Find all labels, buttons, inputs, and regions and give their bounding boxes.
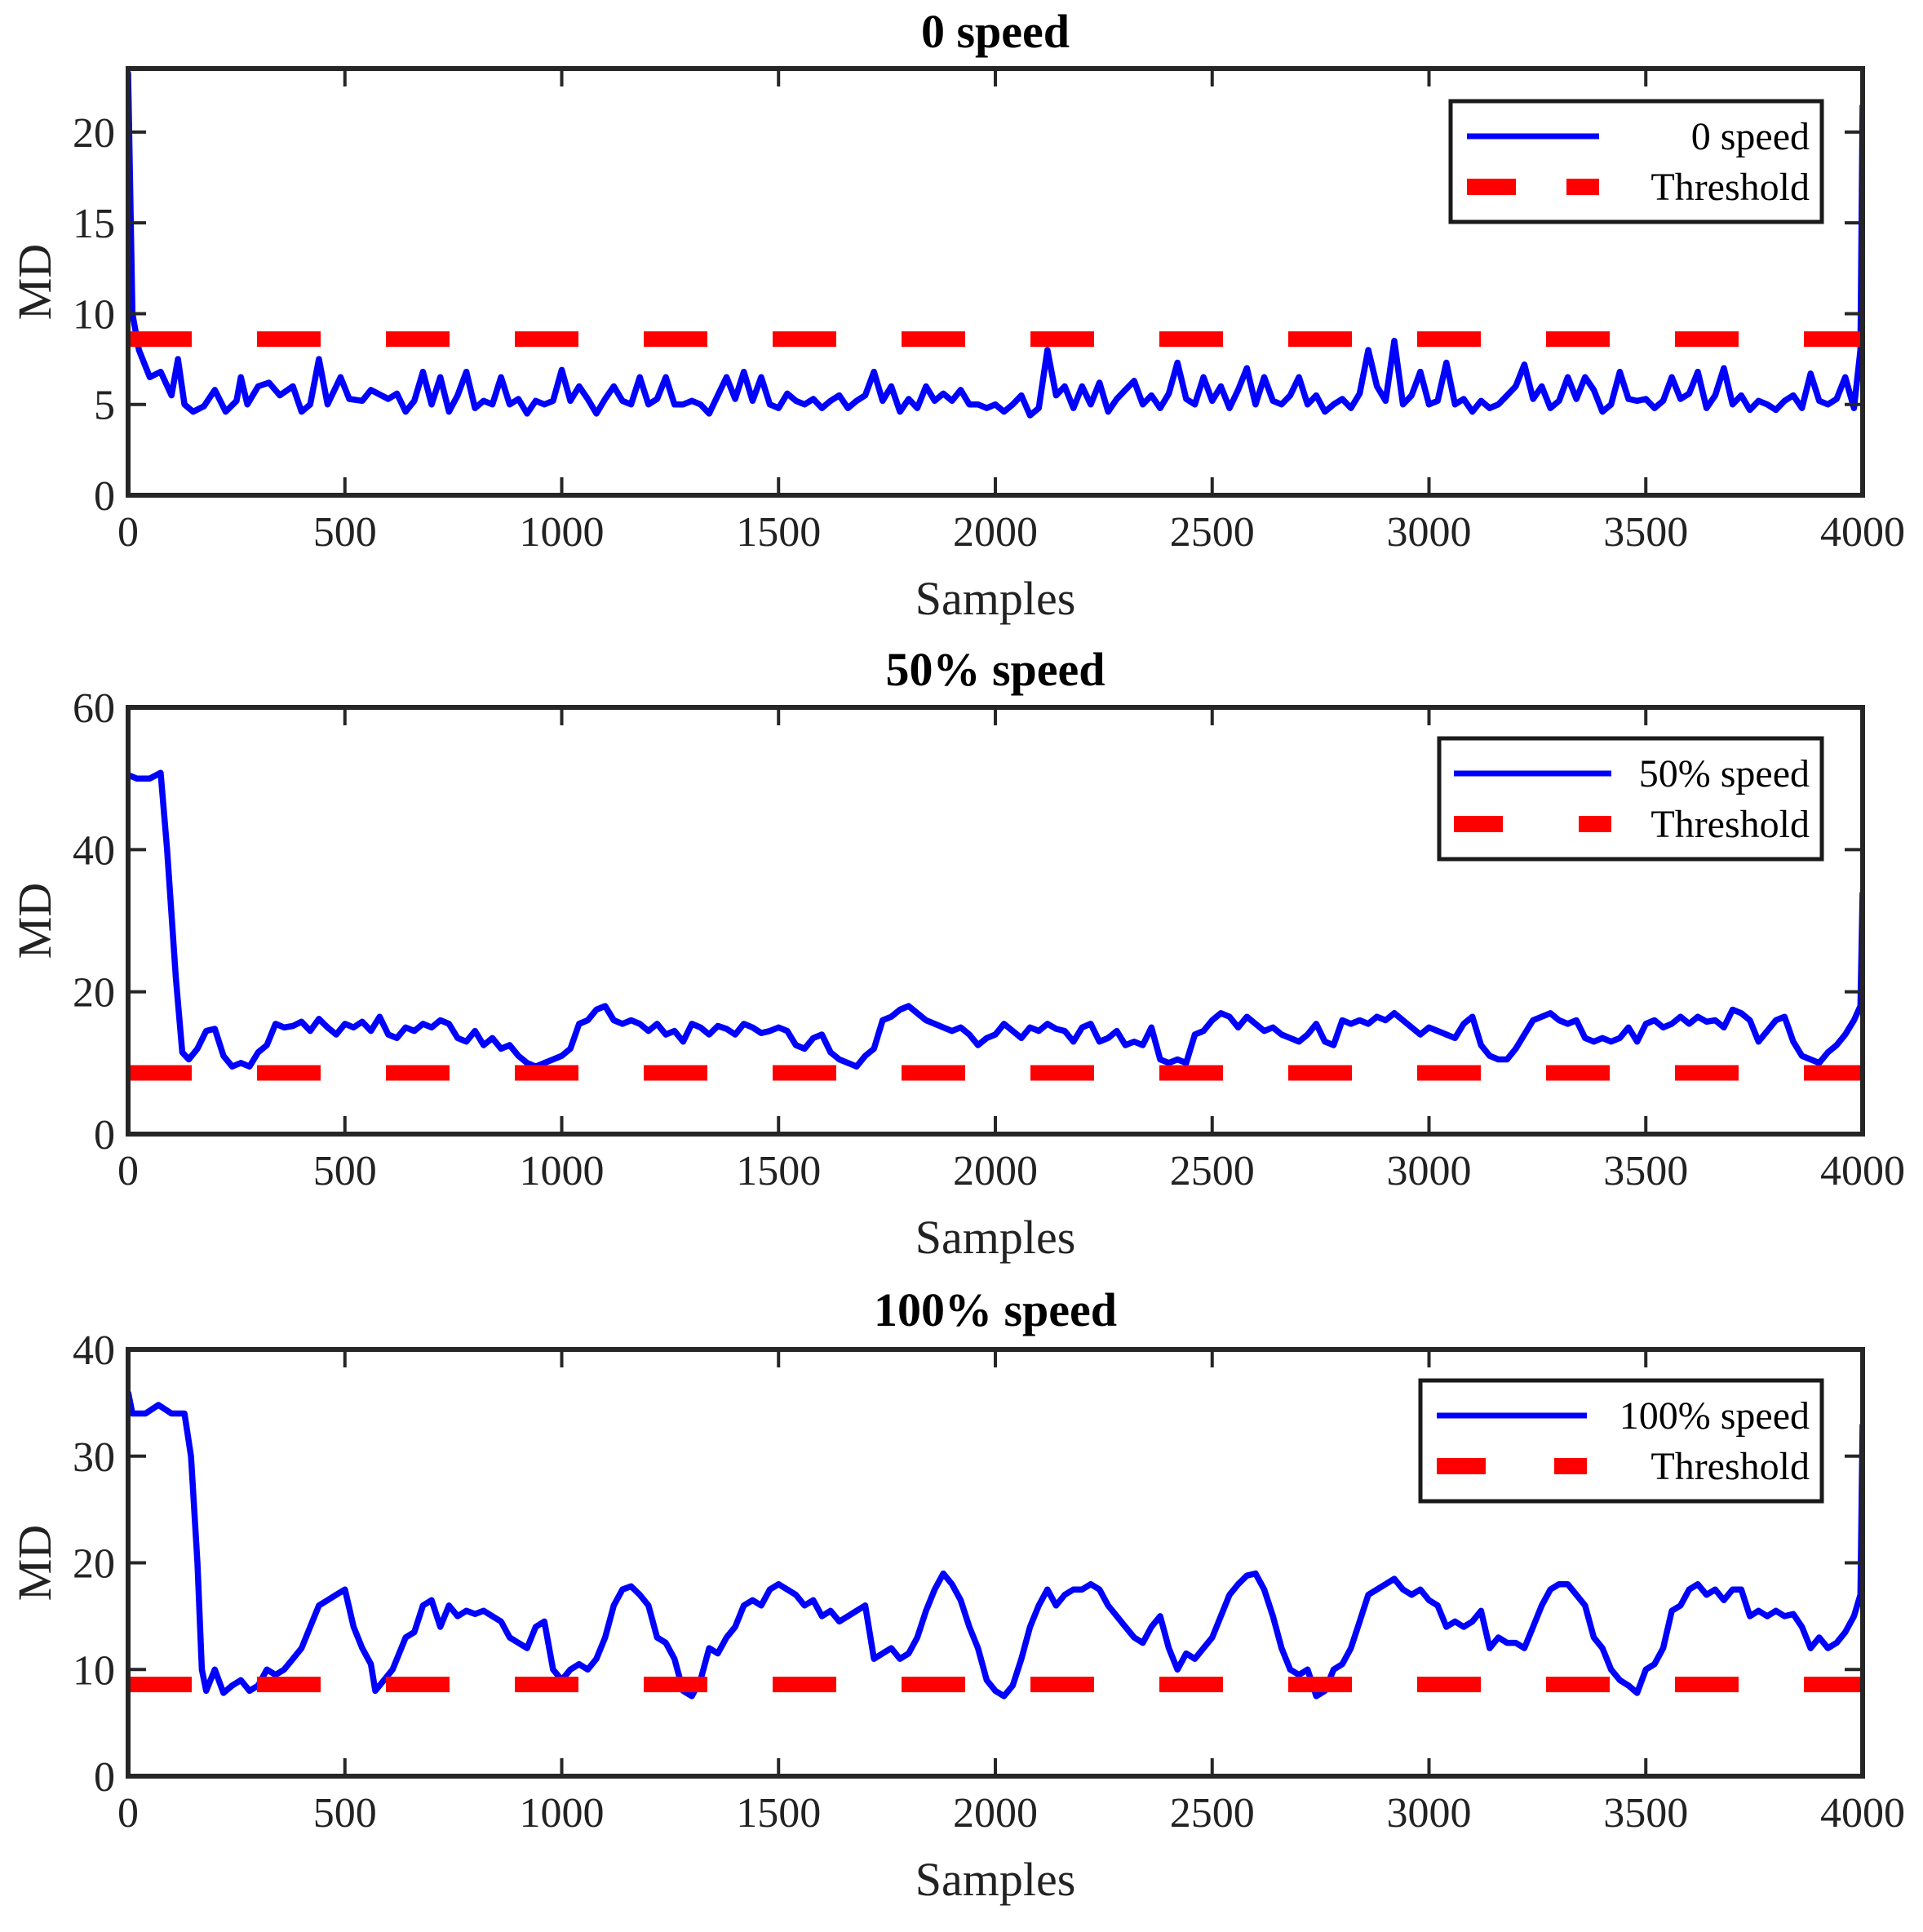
x-tick-label: 2000: [953, 1148, 1038, 1194]
subplot-100-speed: 100% speed 0 500 1000 1500 2000 2500 3000 3500 4…: [8, 1283, 1905, 1906]
y-tick-label: 40: [73, 827, 115, 874]
y-tick-label: 20: [73, 110, 115, 157]
x-tick-label: 4000: [1820, 1148, 1905, 1194]
y-axis-label: MD: [8, 1525, 61, 1601]
y-tick-label: 5: [94, 383, 115, 429]
legend: 0 speed Threshold: [1448, 99, 1824, 224]
x-tick-label: 2000: [953, 1790, 1038, 1837]
x-tick-label: 2000: [953, 509, 1038, 556]
md-series-line: [128, 72, 1863, 419]
y-axis-label: MD: [8, 244, 61, 320]
x-axis-label: Samples: [915, 1211, 1076, 1264]
y-tick-label: 20: [73, 970, 115, 1017]
legend-label: Threshold: [1651, 166, 1810, 209]
x-tick-label: 1500: [736, 1790, 821, 1837]
x-tick-label: 0: [117, 1148, 139, 1194]
y-tick-label: 0: [94, 1112, 115, 1159]
y-tick-label: 10: [73, 1647, 115, 1694]
legend-label: 50% speed: [1639, 752, 1810, 795]
chart-title: 100% speed: [874, 1283, 1117, 1336]
x-axis-label: Samples: [915, 572, 1076, 625]
x-tick-label: 2500: [1170, 509, 1255, 556]
x-tick-label: 500: [313, 509, 377, 556]
x-tick-label: 0: [117, 1790, 139, 1837]
legend-box: [1437, 736, 1824, 862]
y-tick-label: 0: [94, 473, 115, 520]
subplot-0-speed: 0 speed 0 500 1000 1500 2000 2500 3000 3500 4000…: [8, 5, 1905, 625]
y-tick-label: 40: [73, 1327, 115, 1374]
x-tick-label: 1500: [736, 509, 821, 556]
x-tick-label: 1000: [520, 509, 605, 556]
x-tick-label: 500: [313, 1148, 377, 1194]
x-tick-label: 4000: [1820, 1790, 1905, 1837]
chart-title: 0 speed: [921, 5, 1070, 58]
legend-label: 100% speed: [1619, 1394, 1810, 1438]
x-tick-label: 3000: [1387, 1148, 1472, 1194]
series-layer: [128, 769, 1863, 1081]
x-tick-label: 3500: [1603, 1790, 1688, 1837]
y-tick-label: 20: [73, 1541, 115, 1588]
legend: 100% speed Threshold: [1418, 1378, 1824, 1504]
subplot-50-speed: 50% speed 0 500 1000 1500 2000 2500 3000 3500 40…: [8, 643, 1905, 1264]
legend-box: [1418, 1378, 1824, 1504]
x-tick-label: 2500: [1170, 1790, 1255, 1837]
x-tick-label: 3000: [1387, 509, 1472, 556]
series-layer: [128, 72, 1863, 419]
plot-area: 0 500 1000 1500 2000 2500 3000 3500 4000 0 20 40 60: [73, 685, 1905, 1194]
x-tick-label: 500: [313, 1790, 377, 1837]
x-tick-label: 3500: [1603, 509, 1688, 556]
chart-title: 50% speed: [885, 643, 1105, 696]
legend-box: [1448, 99, 1824, 224]
legend-label: Threshold: [1651, 803, 1810, 846]
md-series-line: [128, 1391, 1863, 1699]
legend-label: Threshold: [1651, 1445, 1810, 1488]
x-tick-label: 1500: [736, 1148, 821, 1194]
x-tick-label: 3500: [1603, 1148, 1688, 1194]
x-tick-label: 1000: [520, 1148, 605, 1194]
y-tick-label: 0: [94, 1754, 115, 1801]
y-tick-label: 60: [73, 685, 115, 732]
legend-label: 0 speed: [1691, 115, 1810, 158]
y-axis-label: MD: [8, 883, 61, 959]
y-tick-label: 15: [73, 201, 115, 247]
legend: 50% speed Threshold: [1437, 736, 1824, 862]
x-tick-label: 2500: [1170, 1148, 1255, 1194]
x-axis-label: Samples: [915, 1853, 1076, 1906]
x-tick-label: 4000: [1820, 509, 1905, 556]
y-tick-label: 30: [73, 1434, 115, 1481]
y-tick-label: 10: [73, 291, 115, 338]
x-tick-label: 1000: [520, 1790, 605, 1837]
x-tick-label: 3000: [1387, 1790, 1472, 1837]
x-tick-label: 0: [117, 509, 139, 556]
md-series-line: [128, 769, 1863, 1070]
series-layer: [128, 1391, 1863, 1699]
